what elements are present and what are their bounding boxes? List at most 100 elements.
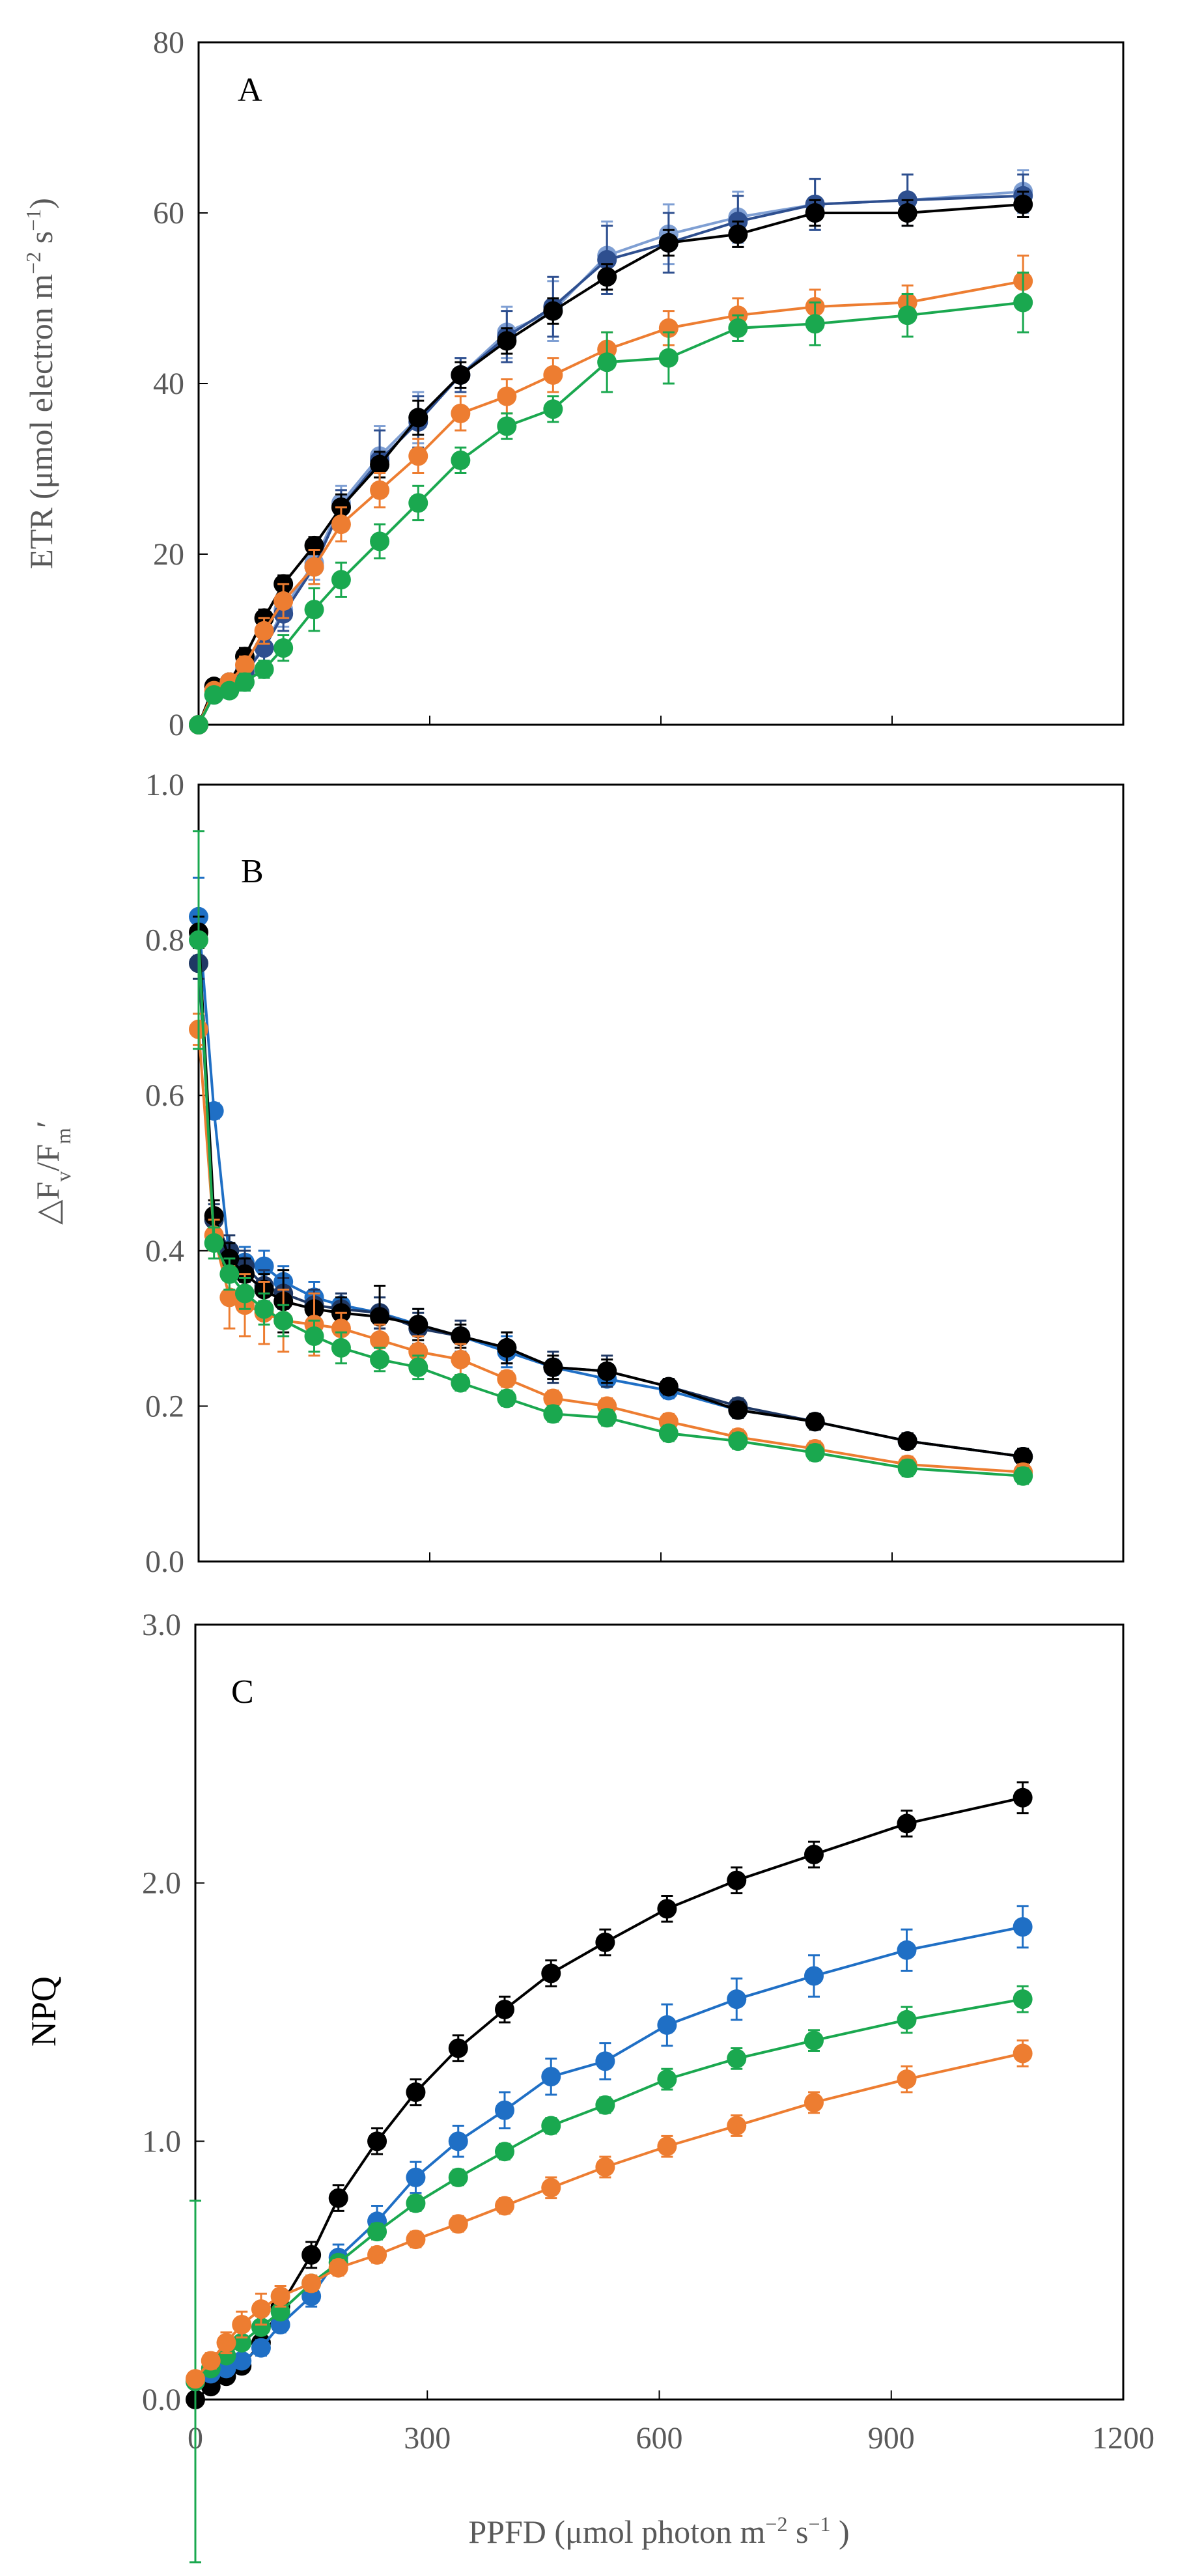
data-point	[727, 2049, 747, 2069]
panel-b-plot	[189, 830, 1033, 1486]
ytick-label: 80	[153, 25, 184, 60]
data-point	[543, 1357, 563, 1377]
panel-a-label: A	[238, 72, 262, 109]
panel-c-ylabel: NPQ	[24, 1976, 63, 2047]
data-point	[273, 1311, 294, 1331]
data-point	[595, 1932, 615, 1952]
data-point	[541, 2116, 561, 2136]
data-point	[451, 1373, 471, 1393]
data-point	[805, 314, 825, 334]
data-point	[370, 1330, 390, 1350]
data-point	[451, 403, 471, 423]
data-point	[451, 1349, 471, 1369]
data-point	[497, 416, 517, 436]
panel-a-ylabel: ETR (μmol electron m−2 s−1)	[21, 198, 59, 569]
data-point	[1013, 194, 1033, 214]
data-point	[541, 1963, 561, 1983]
data-point	[595, 2095, 615, 2115]
data-point	[897, 2069, 917, 2090]
data-point	[408, 1357, 428, 1377]
data-point	[658, 348, 678, 368]
data-point	[370, 480, 390, 500]
data-point	[408, 493, 428, 513]
xtick-label: 1200	[1092, 2421, 1154, 2456]
data-point	[331, 514, 351, 535]
series-green	[189, 272, 1033, 735]
ytick-label: 0.0	[145, 1545, 184, 1579]
data-point	[804, 2092, 824, 2112]
data-point	[232, 2351, 252, 2371]
ytick-label: 0	[169, 708, 184, 742]
data-point	[1013, 1466, 1033, 1486]
data-point	[201, 2351, 221, 2371]
data-point	[235, 655, 255, 675]
data-point	[543, 399, 563, 419]
data-point	[204, 685, 224, 705]
data-point	[805, 203, 825, 223]
panel-b-label: B	[241, 853, 264, 890]
data-point	[451, 365, 471, 385]
data-point	[1013, 1446, 1033, 1466]
panel-c-plot	[186, 1781, 1033, 2564]
data-point	[658, 1377, 678, 1397]
data-point	[543, 365, 563, 385]
data-point	[189, 930, 208, 950]
panel-a-ylabel-mu: μ	[23, 471, 59, 489]
data-point	[804, 1845, 824, 1865]
data-point	[657, 2136, 677, 2157]
data-point	[1013, 1989, 1033, 2009]
data-point	[497, 1388, 517, 1408]
data-point	[408, 1315, 428, 1335]
ytick-label: 0.0	[142, 2383, 181, 2417]
panel-b-yticks: 0.0 0.2 0.4 0.6 0.8 1.0	[145, 768, 208, 1579]
data-point	[406, 2167, 426, 2187]
data-point	[370, 1349, 390, 1369]
ytick-label: 0.2	[145, 1389, 184, 1423]
xtick-label: 600	[636, 2421, 683, 2456]
data-point	[728, 318, 748, 338]
data-point	[495, 2100, 514, 2120]
data-point	[301, 2273, 322, 2293]
data-point	[497, 331, 517, 351]
data-point	[273, 638, 294, 658]
data-point	[448, 2167, 468, 2187]
data-point	[657, 1899, 677, 1919]
data-point	[273, 591, 294, 611]
panel-c-xlabel: PPFD (μmol photon m−2 s−1 )	[468, 2512, 849, 2550]
data-point	[235, 1283, 255, 1304]
data-point	[204, 1206, 224, 1226]
data-point	[728, 1400, 748, 1420]
data-point	[597, 1408, 617, 1428]
data-point	[301, 2245, 322, 2265]
data-point	[897, 1813, 917, 1834]
data-point	[448, 2038, 468, 2058]
data-point	[331, 1337, 351, 1358]
data-point	[897, 1458, 917, 1478]
xtick-label: 900	[868, 2421, 915, 2456]
data-point	[254, 1256, 274, 1276]
data-point	[805, 1442, 825, 1463]
data-point	[328, 2188, 348, 2208]
data-point	[897, 2009, 917, 2030]
data-point	[1013, 1787, 1033, 1808]
data-point	[254, 621, 274, 641]
panel-a-xticks	[429, 716, 893, 725]
data-point	[370, 1307, 390, 1327]
data-point	[543, 1404, 563, 1424]
series-orange	[186, 2039, 1033, 2389]
data-point	[406, 2193, 426, 2213]
data-point	[304, 600, 324, 620]
data-point	[406, 2082, 426, 2102]
data-point	[597, 1361, 617, 1381]
data-point	[304, 557, 324, 577]
series-green	[189, 830, 1033, 1486]
data-point	[495, 2196, 514, 2216]
ytick-label: 1.0	[145, 768, 184, 802]
data-point	[595, 2157, 615, 2177]
data-point	[406, 2230, 426, 2250]
ytick-label: 0.8	[145, 923, 184, 958]
data-point	[728, 224, 748, 244]
data-point	[235, 672, 255, 692]
